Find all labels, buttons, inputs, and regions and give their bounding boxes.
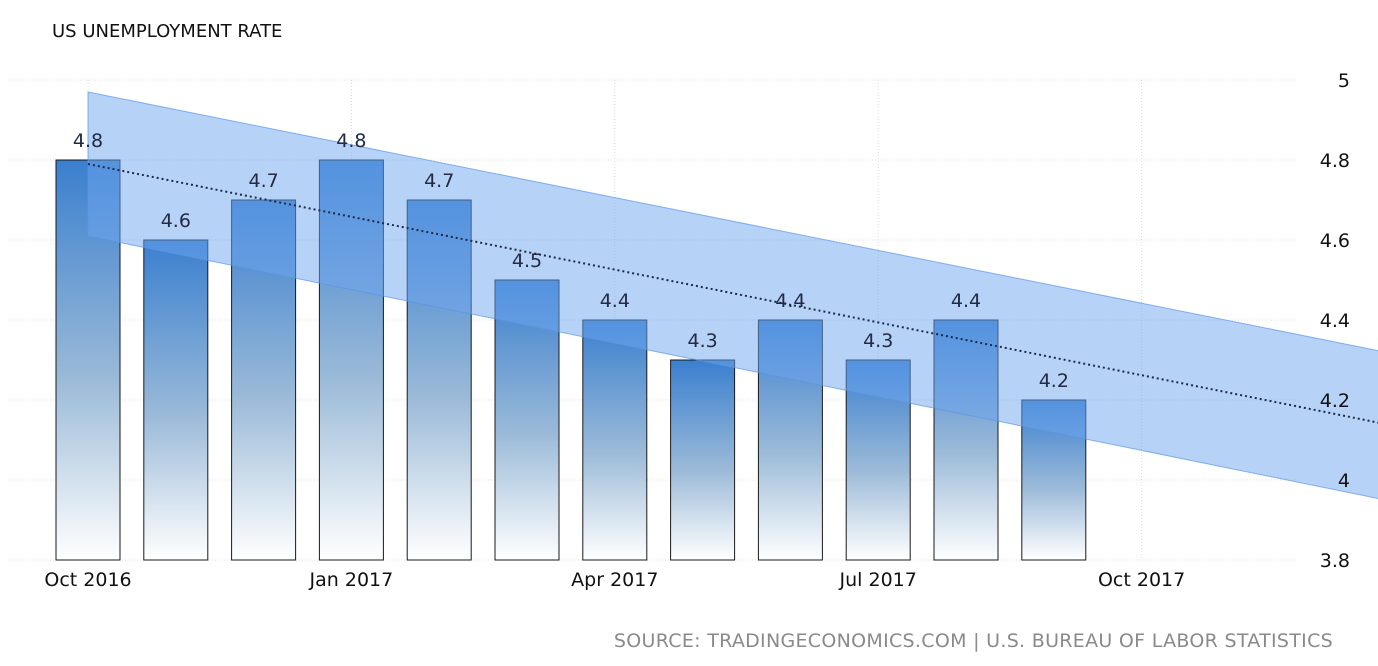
x-tick-label: Jan 2017 (309, 569, 394, 591)
x-tick-label: Jul 2017 (839, 569, 917, 591)
data-label: 4.3 (863, 330, 893, 352)
data-label: 4.8 (73, 130, 103, 152)
x-tick-label: Oct 2016 (44, 569, 131, 591)
x-tick-label: Oct 2017 (1098, 569, 1185, 591)
data-label: 4.4 (951, 290, 981, 312)
source-note: SOURCE: TRADINGECONOMICS.COM | U.S. BURE… (614, 630, 1333, 652)
data-label: 4.7 (424, 170, 454, 192)
bar (143, 239, 209, 561)
forecast-band-layer (87, 91, 1378, 500)
x-axis: Oct 2016 Jan 2017 Apr 2017 Jul 2017 Oct 2017 (44, 569, 1185, 591)
y-tick-label: 4.8 (1320, 150, 1350, 172)
data-label: 4.6 (161, 210, 191, 232)
data-label: 4.2 (1039, 370, 1069, 392)
data-label: 4.8 (336, 130, 366, 152)
y-tick-label: 4.6 (1320, 230, 1350, 252)
trend-line (87, 163, 1378, 424)
data-labels-layer: 4.8 4.6 4.7 4.8 4.7 4.5 4.4 4.3 4.4 4.3 4.4 4.2 (73, 130, 1069, 392)
data-label: 4.5 (512, 250, 542, 272)
y-tick-label: 4 (1338, 470, 1350, 492)
x-tick-label: Apr 2017 (571, 569, 658, 591)
y-tick-label: 4.4 (1320, 310, 1350, 332)
bar (582, 319, 648, 561)
y-tick-label: 5 (1338, 70, 1350, 92)
y-axis: 3.8 4 4.2 4.4 4.6 4.8 5 (1320, 70, 1350, 572)
data-label: 4.7 (248, 170, 278, 192)
data-label: 4.3 (687, 330, 717, 352)
data-label: 4.4 (775, 290, 805, 312)
trend-line-layer (87, 163, 1378, 424)
y-tick-label: 4.2 (1320, 390, 1350, 412)
chart-title: US UNEMPLOYMENT RATE (52, 21, 282, 42)
forecast-band (87, 91, 1378, 500)
bar (670, 359, 736, 561)
data-label: 4.4 (600, 290, 630, 312)
y-tick-label: 3.8 (1320, 550, 1350, 572)
